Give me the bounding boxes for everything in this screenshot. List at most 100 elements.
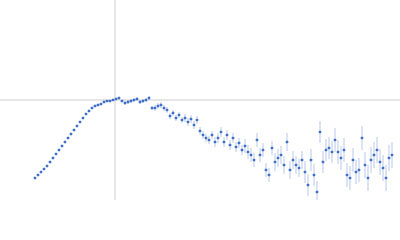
data-point: [51, 156, 55, 160]
data-point: [309, 158, 313, 162]
data-point: [225, 133, 229, 137]
data-point: [207, 138, 211, 142]
data-point: [204, 136, 208, 140]
data-point: [114, 97, 118, 101]
data-point: [249, 153, 253, 157]
data-point: [90, 106, 94, 110]
data-point: [231, 136, 235, 140]
data-point: [312, 173, 316, 177]
data-point: [45, 164, 49, 168]
data-point: [72, 128, 76, 132]
data-point: [303, 170, 307, 174]
data-point: [141, 99, 145, 103]
data-point: [216, 136, 220, 140]
data-point: [54, 152, 58, 156]
data-point: [288, 168, 292, 172]
data-point: [102, 100, 106, 104]
data-point: [69, 132, 73, 136]
data-point: [123, 101, 127, 105]
data-point: [36, 173, 40, 177]
data-point: [168, 114, 172, 118]
data-point: [306, 183, 310, 187]
data-point: [96, 103, 100, 107]
data-point: [351, 158, 355, 162]
chart: [0, 0, 400, 200]
data-point: [111, 98, 115, 102]
data-point: [300, 158, 304, 162]
data-point: [159, 103, 163, 107]
data-point: [324, 148, 328, 152]
data-point: [162, 106, 166, 110]
data-point: [264, 168, 268, 172]
data-point: [135, 97, 139, 101]
data-point: [177, 113, 181, 117]
data-point: [339, 156, 343, 160]
data-point: [363, 163, 367, 167]
data-point: [252, 158, 256, 162]
data-point: [297, 166, 301, 170]
data-point: [360, 136, 364, 140]
data-point: [267, 173, 271, 177]
data-point: [333, 138, 337, 142]
data-point: [132, 98, 136, 102]
data-point: [105, 99, 109, 103]
data-point: [366, 176, 370, 180]
data-point: [234, 145, 238, 149]
data-point: [291, 158, 295, 162]
data-point: [348, 176, 352, 180]
data-point: [60, 144, 64, 148]
data-point: [201, 133, 205, 137]
data-point: [210, 133, 214, 137]
data-point: [81, 116, 85, 120]
data-point: [48, 160, 52, 164]
data-point: [285, 140, 289, 144]
data-point: [117, 96, 121, 100]
data-point: [273, 160, 277, 164]
data-point: [342, 148, 346, 152]
data-point: [354, 170, 358, 174]
data-point: [195, 118, 199, 122]
data-point: [75, 124, 79, 128]
data-point: [345, 173, 349, 177]
data-point: [87, 109, 91, 113]
data-point: [156, 104, 160, 108]
data-point: [108, 99, 112, 103]
data-point: [246, 150, 250, 154]
data-point: [99, 102, 103, 106]
data-point: [129, 99, 133, 103]
data-point: [330, 150, 334, 154]
data-point: [78, 120, 82, 124]
data-point: [144, 98, 148, 102]
data-point: [174, 116, 178, 120]
data-point: [258, 153, 262, 157]
data-point: [294, 163, 298, 167]
data-point: [321, 160, 325, 164]
data-point: [282, 163, 286, 167]
data-point: [138, 100, 142, 104]
data-point: [327, 146, 331, 150]
data-point: [150, 106, 154, 110]
data-point: [33, 176, 37, 180]
data-point: [183, 116, 187, 120]
data-point: [375, 148, 379, 152]
data-point: [270, 146, 274, 150]
data-point: [189, 117, 193, 121]
data-point: [66, 136, 70, 140]
data-point: [153, 106, 157, 110]
data-point: [126, 100, 130, 104]
data-point: [57, 148, 61, 152]
data-point: [387, 156, 391, 160]
data-point: [261, 148, 265, 152]
data-point: [147, 96, 151, 100]
data-point: [198, 129, 202, 133]
data-point: [369, 158, 373, 162]
data-point: [120, 99, 124, 103]
data-point: [180, 118, 184, 122]
data-point: [318, 130, 322, 134]
data-point: [42, 167, 46, 171]
data-point: [336, 150, 340, 154]
data-point: [237, 141, 241, 145]
data-point: [219, 130, 223, 134]
data-point: [222, 140, 226, 144]
data-point: [171, 111, 175, 115]
